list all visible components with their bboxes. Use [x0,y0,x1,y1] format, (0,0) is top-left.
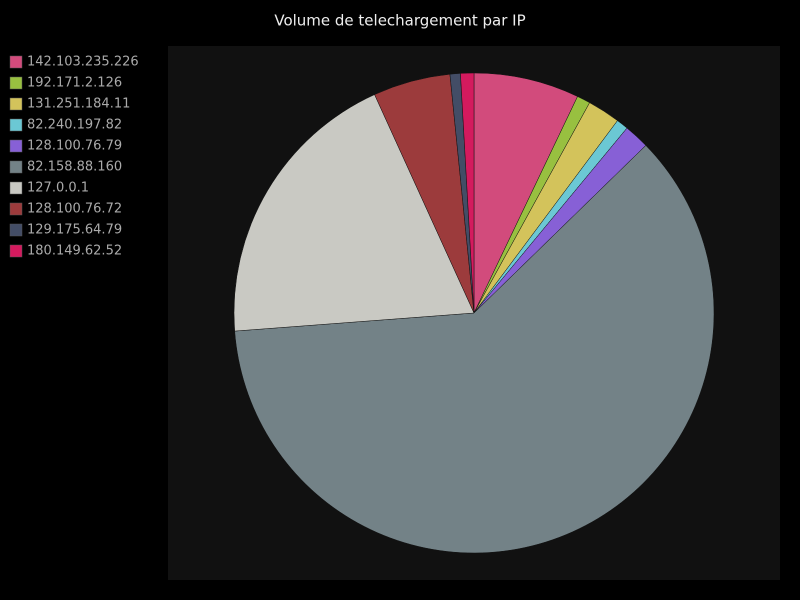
legend-swatch [9,181,23,195]
pie-slice [233,94,475,332]
legend-swatch [9,160,23,174]
legend-label: 131.251.184.11 [27,97,130,112]
legend-label: 82.240.197.82 [27,118,122,133]
legend-swatch [9,55,23,69]
legend-swatch [9,118,23,132]
pie-slice [460,72,475,314]
legend-swatch [9,223,23,237]
pie-slice [473,72,578,314]
pie-slice [234,145,715,554]
legend-swatch [9,76,23,90]
legend-swatch [9,139,23,153]
legend-label: 127.0.0.1 [27,181,89,196]
legend-label: 128.100.76.79 [27,139,122,154]
legend-label: 192.171.2.126 [27,76,122,91]
chart-title: Volume de telechargement par IP [274,12,525,30]
legend-label: 128.100.76.72 [27,202,122,217]
legend-swatch [9,244,23,258]
legend-label: 129.175.64.79 [27,223,122,238]
legend-label: 82.158.88.160 [27,160,122,175]
legend-label: 142.103.235.226 [27,55,139,70]
legend-swatch [9,97,23,111]
legend-swatch [9,202,23,216]
legend-label: 180.149.62.52 [27,244,122,259]
